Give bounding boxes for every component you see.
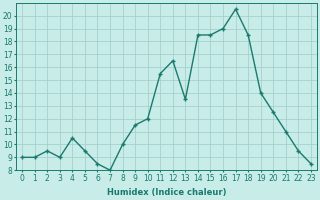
X-axis label: Humidex (Indice chaleur): Humidex (Indice chaleur) — [107, 188, 226, 197]
